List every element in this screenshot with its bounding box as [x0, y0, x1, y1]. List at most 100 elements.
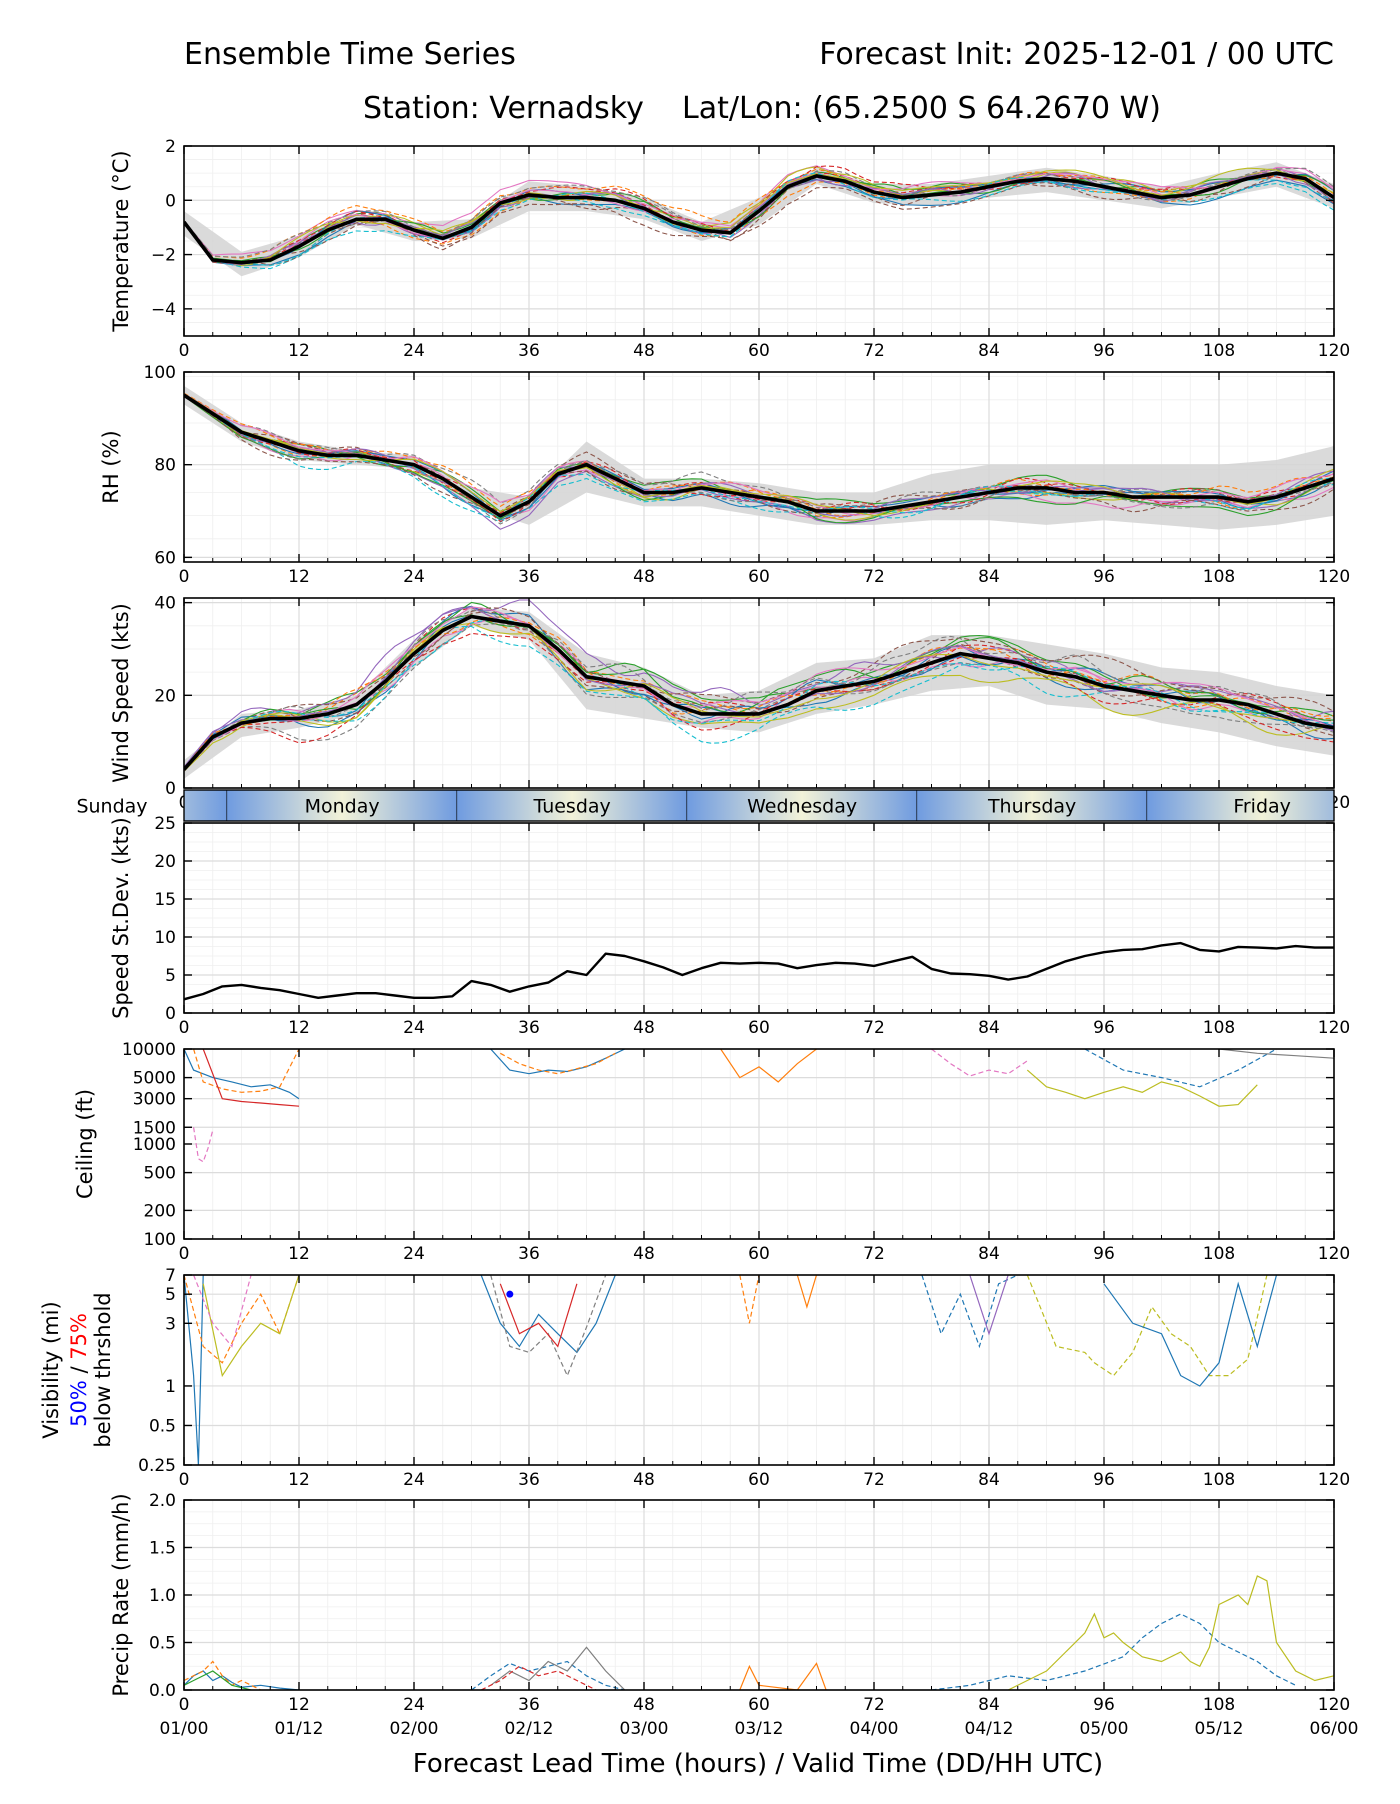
chart-panels: 0 12 24 36 48 60 72 84 96 108 120−4−202Temperature… — [39, 137, 1359, 1739]
speed_stdev-xtick-label: 60 — [748, 1018, 770, 1038]
visibility-member-line — [499, 1283, 578, 1348]
visibility-member-line — [490, 1275, 607, 1378]
precip_rate-member-line — [471, 1660, 625, 1690]
rh-xtick-label: 84 — [978, 567, 1000, 587]
precip_rate-plot-area — [184, 1575, 1334, 1690]
visibility-threshold-marker — [506, 1290, 514, 1298]
ceiling-ytick-label: 200 — [144, 1201, 176, 1221]
ceiling-xtick-label: 96 — [1093, 1244, 1115, 1264]
ceiling-xtick-label: 84 — [978, 1244, 1000, 1264]
speed_stdev-xtick-label: 84 — [978, 1018, 1000, 1038]
precip_rate-member-line — [739, 1662, 827, 1690]
valid-time-label: 03/00 — [620, 1719, 669, 1739]
rh-xtick-label: 12 — [288, 567, 310, 587]
ceiling-member-line — [184, 1049, 300, 1100]
rh-xtick-label: 96 — [1093, 567, 1115, 587]
ceiling-member-line — [193, 1049, 300, 1093]
visibility-member-line — [184, 1275, 204, 1465]
precip_rate-member-line — [490, 1646, 626, 1690]
speed_stdev-xtick-label: 36 — [518, 1018, 540, 1038]
valid-time-label: 03/12 — [735, 1719, 784, 1739]
day-label-sunday: Sunday — [76, 796, 147, 818]
wind_speed-member-line — [184, 606, 1334, 771]
ceiling-member-line — [1026, 1069, 1258, 1107]
visibility-ytick-label: 5 — [165, 1285, 176, 1305]
visibility-threshold-separator: / — [67, 1360, 91, 1380]
precip_rate-xtick-label: 60 — [748, 1695, 770, 1715]
speed_stdev-xtick-label: 24 — [403, 1018, 425, 1038]
visibility-50pct-label: 50% — [67, 1380, 91, 1427]
visibility-ytick-label: 3 — [165, 1314, 176, 1334]
valid-time-label: 05/00 — [1080, 1719, 1129, 1739]
visibility-xtick-label: 24 — [403, 1470, 425, 1490]
speed_stdev-plot-area — [184, 941, 1334, 1001]
temperature-xtick-label: 24 — [403, 341, 425, 361]
wind_speed-ytick-label: 0 — [165, 779, 176, 799]
speed_stdev-xtick-label: 12 — [288, 1018, 310, 1038]
day-label-wednesday: Wednesday — [747, 796, 857, 818]
chart-title-left: Ensemble Time Series — [184, 37, 516, 72]
temperature-ytick-label: −4 — [151, 300, 176, 320]
ceiling-member-line — [202, 1049, 300, 1107]
visibility-ytick-label: 7 — [165, 1266, 176, 1286]
ceiling-xtick-label: 108 — [1203, 1244, 1235, 1264]
temperature-xtick-label: 84 — [978, 341, 1000, 361]
precip_rate-panel: 0 12 24 36 48 60 72 84 96 108 120 0.0 0.5 1.0 1.5 2.0 Pr… — [109, 1491, 1359, 1739]
temperature-xtick-label: 72 — [863, 341, 885, 361]
wind_speed-ylabel: Wind Speed (kts) — [109, 603, 133, 783]
visibility-member-line — [202, 1275, 300, 1378]
precip_rate-ytick-label: 1.0 — [149, 1586, 176, 1606]
temperature-ytick-label: 2 — [165, 137, 176, 157]
ceiling-xtick-label: 24 — [403, 1244, 425, 1264]
rh-xtick-label: 24 — [403, 567, 425, 587]
day-band-cells — [184, 790, 1334, 821]
visibility-threshold-suffix: below thrshold — [91, 1292, 115, 1447]
visibility-member-line — [969, 1275, 1009, 1336]
ceiling-ytick-label: 1500 — [133, 1118, 176, 1138]
wind_speed-plot-area — [184, 599, 1334, 779]
rh-ytick-label: 100 — [144, 363, 176, 383]
rh-member-line — [184, 393, 1334, 519]
visibility-xtick-label: 84 — [978, 1470, 1000, 1490]
visibility-ylabel: Visibility (mi) — [39, 1301, 63, 1438]
precip_rate-member-line — [184, 1660, 261, 1690]
precip_rate-ytick-label: 0.0 — [149, 1681, 176, 1701]
rh-ylabel: RH (%) — [99, 430, 123, 503]
visibility-ytick-label: 0.5 — [149, 1416, 176, 1436]
speed_stdev-ylabel: Speed St.Dev. (kts) — [109, 817, 133, 1019]
valid-time-label: 05/12 — [1195, 1719, 1244, 1739]
precip_rate-ytick-label: 1.5 — [149, 1539, 176, 1559]
rh-panel: 0 12 24 36 48 60 72 84 96 108 120 60 80 100 RH (%) — [99, 363, 1350, 587]
precip_rate-ytick-label: 0.5 — [149, 1634, 176, 1654]
day-label-tuesday: Tuesday — [532, 796, 610, 818]
temperature-panel: 0 12 24 36 48 60 72 84 96 108 120 −4 −2 0 2 Temperature… — [109, 137, 1350, 361]
temperature-xtick-label: 60 — [748, 341, 770, 361]
rh-xtick-label: 36 — [518, 567, 540, 587]
ceiling-ytick-label: 100 — [144, 1230, 176, 1250]
day-label-friday: Friday — [1233, 796, 1291, 818]
day-band-cell — [184, 790, 228, 821]
visibility-xtick-label: 0 — [179, 1470, 190, 1490]
precip_rate-ytick-label: 2.0 — [149, 1491, 176, 1511]
wind_speed-member-line — [184, 616, 1334, 769]
temperature-xtick-label: 96 — [1093, 341, 1115, 361]
visibility-member-line — [193, 1275, 252, 1348]
precip_rate-member-line — [480, 1665, 597, 1690]
temperature-xtick-label: 12 — [288, 341, 310, 361]
ceiling-panel: 0 12 24 36 48 60 72 84 96 108 120 100 200 500 10001500… — [73, 1040, 1350, 1264]
precip_rate-xtick-label: 108 — [1203, 1695, 1235, 1715]
ceiling-xtick-label: 60 — [748, 1244, 770, 1264]
precip_rate-ylabel: Precip Rate (mm/h) — [109, 1493, 133, 1696]
precip_rate-member-line — [1007, 1575, 1334, 1690]
visibility-ytick-label: 0.25 — [138, 1456, 176, 1476]
speed_stdev-xtick-label: 96 — [1093, 1018, 1115, 1038]
visibility-xtick-label: 108 — [1203, 1470, 1235, 1490]
precip_rate-member-line — [184, 1670, 252, 1690]
ceiling-member-line — [1084, 1049, 1277, 1088]
speed_stdev-xtick-label: 72 — [863, 1018, 885, 1038]
rh-plot-area — [184, 385, 1334, 530]
visibility-xtick-label: 120 — [1318, 1470, 1350, 1490]
speed_stdev-ytick-label: 5 — [165, 966, 176, 986]
